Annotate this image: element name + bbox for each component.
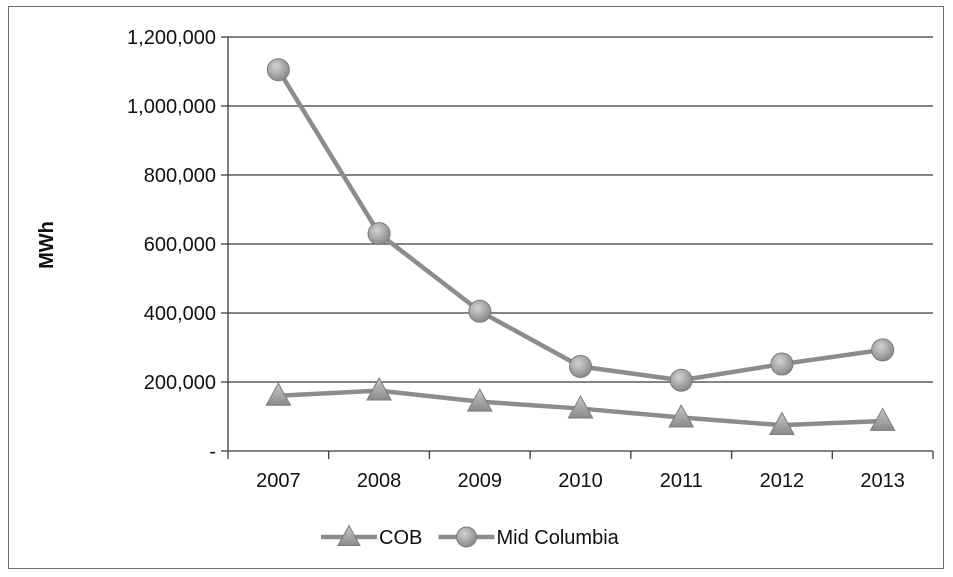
x-tick-label: 2011 — [660, 470, 703, 492]
data-point-cob — [466, 388, 493, 412]
legend-item-mid-columbia: Mid Columbia — [438, 526, 620, 549]
series-line-mid-columbia — [276, 67, 885, 383]
legend: COB Mid Columbia — [321, 524, 620, 549]
y-tick-label: 600,000 — [144, 234, 216, 256]
y-tick-label: 800,000 — [144, 165, 216, 187]
x-tick-label: 2009 — [458, 470, 503, 492]
y-tick-label: 200,000 — [144, 372, 216, 394]
data-point-mid-columbia — [669, 368, 693, 392]
data-point-mid-columbia — [266, 58, 290, 82]
series-mid-columbia — [266, 58, 895, 392]
legend-label-cob: COB — [379, 527, 422, 549]
series-cob — [265, 377, 896, 436]
data-point-mid-columbia — [770, 352, 794, 376]
data-point-cob — [567, 394, 594, 419]
y-tick-label: 1,200,000 — [127, 27, 216, 49]
data-point-mid-columbia — [367, 222, 391, 246]
y-axis-label: MWh — [36, 221, 58, 269]
data-point-cob — [366, 377, 393, 401]
series — [265, 58, 896, 436]
y-tick-label: 400,000 — [144, 303, 216, 325]
data-point-cob — [668, 403, 695, 428]
legend-label-mid-columbia: Mid Columbia — [497, 527, 620, 549]
x-tick-labels: 2007 2008 2009 2010 2011 2012 2013 — [256, 470, 905, 492]
legend-marker-cob — [337, 524, 361, 547]
data-point-cob — [265, 382, 292, 406]
legend-item-cob: COB — [321, 524, 422, 549]
data-point-mid-columbia — [871, 338, 895, 362]
legend-marker-mid-columbia — [456, 526, 477, 548]
x-tick-label: 2013 — [860, 470, 905, 492]
x-tick-label: 2010 — [558, 470, 603, 492]
y-tick-label: - — [209, 441, 216, 463]
data-point-mid-columbia — [569, 354, 592, 378]
y-tick-label: 1,000,000 — [127, 96, 216, 118]
y-tick-labels: - 200,000 400,000 600,000 800,000 1,000,000 1,… — [127, 27, 216, 463]
x-tick-label: 2008 — [357, 470, 402, 492]
x-tick-label: 2007 — [256, 470, 301, 492]
grid-lines — [228, 36, 933, 383]
chart-frame: - 200,000 400,000 600,000 800,000 1,000,000 1,… — [8, 6, 944, 569]
x-tick-label: 2012 — [760, 470, 805, 492]
data-point-mid-columbia — [468, 299, 492, 323]
data-point-cob — [768, 411, 795, 436]
axes — [221, 36, 934, 459]
line-chart: - 200,000 400,000 600,000 800,000 1,000,000 1,… — [36, 27, 934, 549]
data-point-cob — [869, 407, 896, 431]
